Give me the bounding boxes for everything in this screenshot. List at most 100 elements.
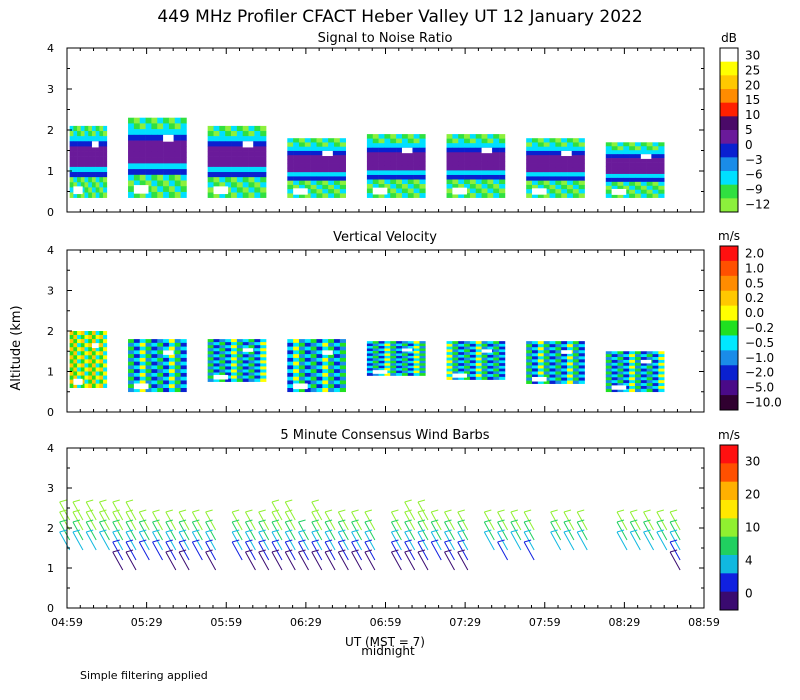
- data-cell: [658, 359, 665, 364]
- data-cell: [446, 152, 453, 158]
- data-cell: [658, 150, 665, 155]
- data-gap: [401, 147, 413, 154]
- data-cell: [339, 189, 346, 194]
- data-cell: [384, 350, 391, 354]
- data-cell: [446, 138, 453, 144]
- data-cell: [180, 380, 187, 385]
- data-cell: [499, 352, 506, 356]
- data-cell: [248, 342, 255, 346]
- data-cell: [646, 388, 653, 393]
- data-cell: [572, 150, 580, 156]
- data-cell: [532, 150, 539, 156]
- data-cell: [236, 351, 244, 355]
- data-cell: [242, 363, 249, 367]
- data-cell: [80, 351, 85, 356]
- data-cell: [168, 357, 176, 362]
- data-cell: [567, 362, 574, 366]
- data-cell: [611, 185, 618, 191]
- data-cell: [91, 331, 96, 336]
- data-cell: [366, 373, 374, 376]
- data-cell: [163, 191, 170, 198]
- data-cell: [419, 350, 426, 354]
- data-cell: [287, 193, 294, 198]
- data-cell: [236, 360, 244, 364]
- wind-barb-flag: [59, 499, 67, 503]
- data-cell: [248, 363, 255, 367]
- data-cell: [578, 184, 585, 190]
- data-cell: [95, 187, 100, 193]
- data-cell: [396, 358, 403, 362]
- data-cell: [469, 188, 477, 194]
- data-cell: [567, 180, 574, 186]
- data-cell: [464, 174, 471, 180]
- data-cell: [151, 361, 158, 366]
- data-cell: [339, 354, 346, 359]
- data-cell: [88, 383, 93, 388]
- data-cell: [390, 348, 397, 352]
- data-cell: [617, 158, 624, 163]
- data-cell: [231, 156, 238, 163]
- data-cell: [133, 372, 141, 378]
- data-cell: [390, 143, 397, 149]
- data-cell: [145, 376, 152, 381]
- data-cell: [103, 351, 108, 356]
- data-cell: [298, 142, 306, 147]
- data-cell: [145, 123, 152, 130]
- y-tick-label: 1: [47, 366, 54, 379]
- wind-barb-flag: [324, 529, 333, 533]
- data-cell: [452, 349, 459, 353]
- data-cell: [157, 384, 164, 389]
- data-gap: [213, 186, 229, 195]
- data-cell: [69, 151, 74, 157]
- data-cell: [180, 180, 187, 187]
- barb-column: [364, 509, 376, 571]
- data-cell: [128, 342, 135, 347]
- wind-barb: [390, 551, 402, 571]
- data-cell: [623, 365, 630, 369]
- data-cell: [139, 365, 146, 370]
- data-cell: [605, 377, 612, 381]
- wind-barb: [616, 531, 628, 551]
- data-cell: [572, 142, 580, 147]
- data-cell: [458, 184, 465, 189]
- data-cell: [617, 374, 624, 378]
- data-cell: [629, 371, 636, 375]
- data-cell: [151, 354, 158, 359]
- data-cell: [458, 346, 465, 350]
- data-cell: [225, 172, 232, 178]
- data-cell: [446, 374, 453, 378]
- data-cell: [605, 169, 612, 175]
- data-cell: [334, 163, 341, 169]
- data-cell: [578, 359, 585, 363]
- data-cell: [174, 350, 181, 355]
- data-cell: [293, 159, 300, 164]
- data-cell: [91, 151, 96, 157]
- barb-column: [152, 509, 163, 561]
- data-cell: [640, 142, 647, 147]
- panel-title: 5 Minute Consensus Wind Barbs: [280, 428, 489, 443]
- data-cell: [658, 383, 665, 387]
- data-cell: [390, 370, 397, 374]
- data-cell: [180, 146, 187, 153]
- data-cell: [84, 355, 89, 360]
- data-cell: [128, 163, 135, 170]
- data-cell: [174, 163, 181, 170]
- data-cell: [629, 359, 636, 364]
- data-cell: [133, 376, 141, 381]
- data-cell: [231, 363, 238, 367]
- data-cell: [242, 360, 249, 364]
- data-cell: [260, 177, 267, 183]
- data-cell: [640, 371, 647, 375]
- y-tick-label: 2: [47, 522, 54, 535]
- data-cell: [151, 151, 158, 158]
- data-cell: [446, 188, 453, 194]
- data-cell: [91, 146, 96, 152]
- data-cell: [555, 365, 562, 369]
- data-cell: [446, 179, 453, 185]
- data-cell: [532, 167, 539, 173]
- colorbar-swatch: [720, 335, 738, 351]
- data-cell: [73, 339, 78, 344]
- data-cell: [623, 388, 630, 393]
- data-cell: [537, 138, 544, 143]
- data-cell: [339, 193, 346, 198]
